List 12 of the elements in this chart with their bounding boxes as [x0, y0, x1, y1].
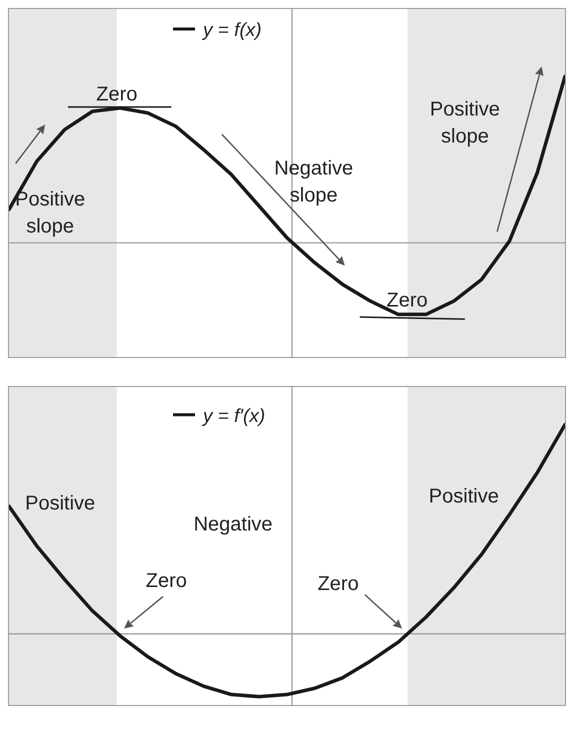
- legend-label: y = f(x): [201, 20, 262, 41]
- annotation: Positive: [25, 492, 96, 514]
- legend-label: y = f′(x): [201, 406, 266, 427]
- annotation: Zero: [318, 572, 359, 595]
- annotation: Zero: [386, 290, 428, 312]
- annotation: Positive slope: [15, 188, 86, 238]
- annotation: Positive slope: [430, 98, 500, 148]
- annotation: Zero: [96, 83, 138, 106]
- annotation: Positive: [428, 485, 499, 508]
- annotation: Negative: [194, 514, 273, 536]
- annotation: Zero: [146, 570, 187, 592]
- annotation: Negative slope: [274, 157, 354, 206]
